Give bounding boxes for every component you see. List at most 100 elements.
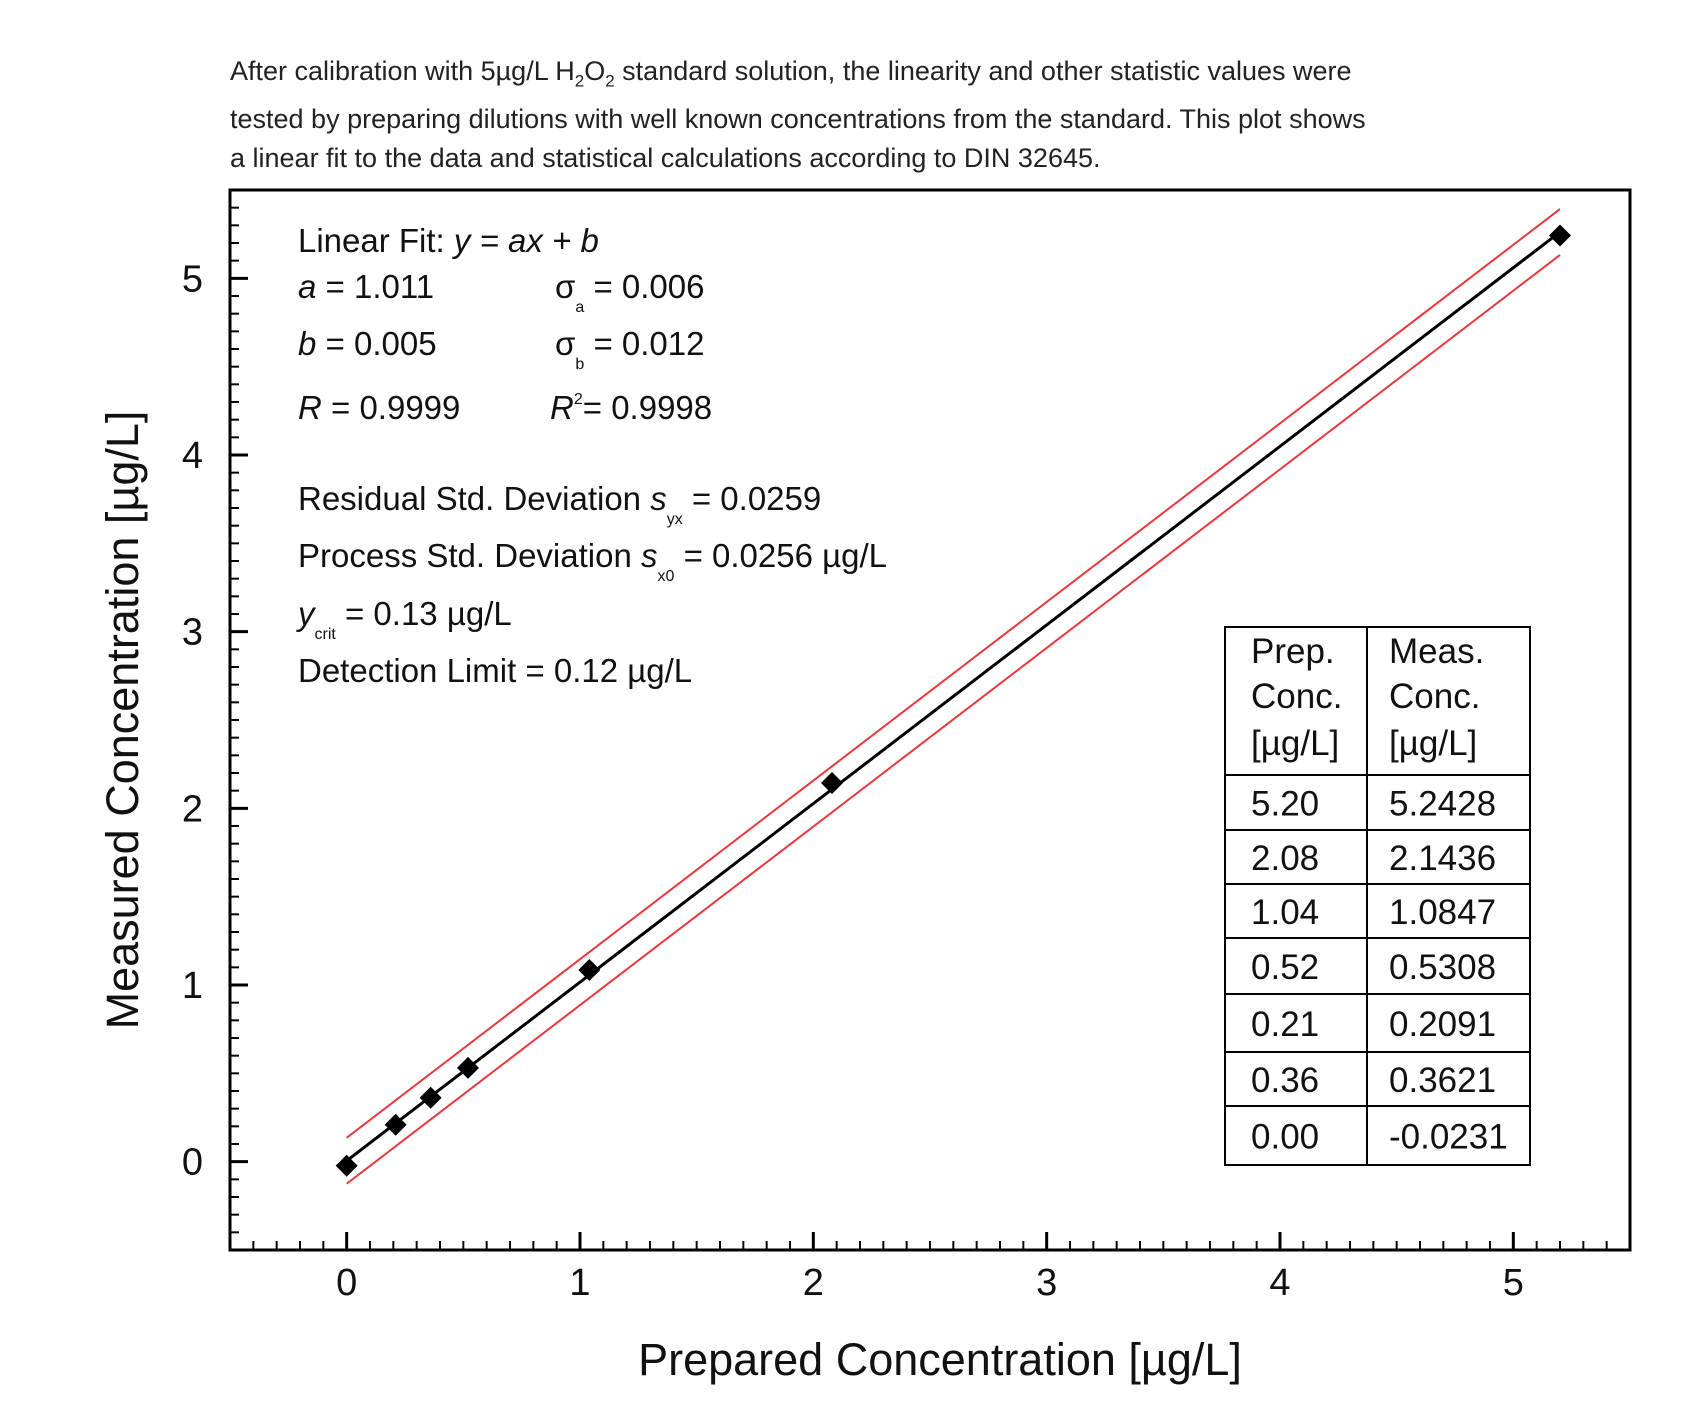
r2-value: = 0.9998 <box>583 389 712 426</box>
process-s-symbol: s <box>641 537 658 574</box>
y-tick-label: 0 <box>182 1142 203 1184</box>
sigma-b-symbol: σ <box>555 325 575 362</box>
table-cell-prepared: 1.04 <box>1251 893 1319 932</box>
ycrit-value: = 0.13 µg/L <box>336 595 512 632</box>
table-header-col1-line3: [µg/L] <box>1251 724 1339 763</box>
y-axis-ticks <box>230 206 248 1234</box>
data-point <box>578 959 601 982</box>
table-cell-measured: 1.0847 <box>1389 893 1496 932</box>
residual-std-deviation: Residual Std. Deviation syx = 0.0259 <box>298 480 821 528</box>
sigma-b-subscript: b <box>575 356 584 373</box>
ycrit-symbol: y <box>296 595 317 632</box>
caption-line-1-part-b: O <box>584 56 606 86</box>
caption-o2-subscript: 2 <box>605 71 615 91</box>
caption-h2-subscript: 2 <box>574 71 585 91</box>
sigma-a-stat: σa = 0.006 <box>555 268 704 316</box>
y-tick-label: 3 <box>182 612 203 654</box>
slope-value: = 1.011 <box>316 268 434 305</box>
y-tick-label: 4 <box>182 435 203 477</box>
slope-stat: a = 1.011 <box>298 268 434 305</box>
data-point <box>1549 224 1571 247</box>
table-row-dividers <box>1225 829 1530 1107</box>
r-symbol: R <box>298 389 322 426</box>
caption-line-1: After calibration with 5µg/L H2O2 standa… <box>230 52 1570 100</box>
table-cell-prepared: 0.36 <box>1251 1061 1319 1100</box>
fit-label: Linear Fit: <box>298 222 454 259</box>
data-point <box>419 1086 442 1109</box>
table-header-col2-line3: [µg/L] <box>1389 724 1477 763</box>
sigma-a-symbol: σ <box>555 268 575 305</box>
sigma-a-subscript: a <box>575 299 584 316</box>
y-crit-stat: ycrit = 0.13 µg/L <box>296 595 512 643</box>
residual-subscript: yx <box>667 511 683 528</box>
y-tick-label: 2 <box>182 788 203 830</box>
table-cell-measured: 0.3621 <box>1389 1061 1496 1100</box>
table-cell-measured: 0.5308 <box>1389 948 1496 987</box>
data-point <box>335 1154 358 1177</box>
table-cells: 5.20 5.2428 2.08 2.1436 1.04 1.0847 0.52 0.5308… <box>1251 785 1508 1157</box>
chart-caption: After calibration with 5µg/L H2O2 standa… <box>230 52 1570 178</box>
table-cell-measured: 0.2091 <box>1389 1005 1496 1044</box>
data-point <box>457 1056 479 1079</box>
x-tick-label: 0 <box>336 1262 357 1304</box>
sigma-a-value: = 0.006 <box>584 268 704 305</box>
data-points <box>335 224 1571 1177</box>
r2-symbol: R <box>550 389 574 426</box>
table-cell-measured: 5.2428 <box>1389 785 1496 824</box>
upper-confidence-band <box>346 208 1561 1139</box>
x-axis-ticks <box>252 1232 1608 1250</box>
intercept-value: = 0.005 <box>316 325 436 362</box>
table-cell-prepared: 0.00 <box>1251 1118 1319 1157</box>
data-table: Prep. Conc. [µg/L] Meas. Conc. [µg/L] 5.… <box>1224 626 1531 1166</box>
lower-confidence-band <box>346 254 1561 1185</box>
r-squared-stat: R2= 0.9998 <box>550 389 712 426</box>
table-header-col1-line1: Prep. <box>1251 632 1335 671</box>
data-point <box>821 771 843 794</box>
table-cell-prepared: 2.08 <box>1251 839 1319 878</box>
table-cell-prepared: 0.52 <box>1251 948 1319 987</box>
y-tick-label: 1 <box>182 965 203 1007</box>
process-std-deviation: Process Std. Deviation sx0 = 0.0256 µg/L <box>298 537 887 585</box>
caption-line-2: tested by preparing dilutions with well … <box>230 104 1366 135</box>
fit-line <box>345 230 1561 1162</box>
r2-superscript: 2 <box>574 391 583 408</box>
ycrit-subscript: crit <box>315 626 337 643</box>
caption-line-3: a linear fit to the data and statistical… <box>230 143 1101 174</box>
table-cell-prepared: 0.21 <box>1251 1005 1319 1044</box>
slope-symbol: a <box>298 268 316 305</box>
sigma-b-value: = 0.012 <box>584 325 704 362</box>
x-axis-tick-labels: 0 1 2 3 4 5 <box>336 1262 1524 1304</box>
process-label: Process Std. Deviation <box>298 537 641 574</box>
table-border <box>1224 626 1531 1166</box>
table-header-col2-line2: Conc. <box>1389 677 1480 716</box>
residual-s-symbol: s <box>650 480 667 517</box>
x-tick-label: 2 <box>803 1262 824 1304</box>
intercept-stat: b = 0.005 <box>298 325 437 362</box>
confidence-bands <box>346 208 1561 1185</box>
data-point <box>384 1113 407 1136</box>
table-header-col2-line1: Meas. <box>1389 632 1484 671</box>
x-tick-label: 5 <box>1503 1262 1524 1304</box>
fit-equation: Linear Fit: y = ax + b <box>298 222 599 259</box>
x-axis-title: Prepared Concentration [µg/L] <box>638 1334 1242 1385</box>
y-tick-label: 5 <box>182 258 203 300</box>
table-cell-measured: -0.0231 <box>1389 1118 1508 1157</box>
x-tick-label: 1 <box>569 1262 590 1304</box>
detection-limit: Detection Limit = 0.12 µg/L <box>298 652 692 689</box>
process-subscript: x0 <box>658 568 675 585</box>
x-tick-label: 4 <box>1269 1262 1290 1304</box>
y-axis-title: Measured Concentration [µg/L] <box>97 411 148 1030</box>
x-tick-label: 3 <box>1036 1262 1057 1304</box>
table-header-col1-line2: Conc. <box>1251 677 1342 716</box>
r-value: = 0.9999 <box>322 389 461 426</box>
intercept-symbol: b <box>298 325 316 362</box>
table-cell-measured: 2.1436 <box>1389 839 1496 878</box>
residual-label: Residual Std. Deviation <box>298 480 650 517</box>
process-value: = 0.0256 µg/L <box>674 537 887 574</box>
caption-line-1-part-c: standard solution, the linearity and oth… <box>614 56 1352 86</box>
caption-line-1-part-a: After calibration with 5µg/L H <box>230 56 575 86</box>
fit-statistics: Linear Fit: y = ax + b a = 1.011 σa = 0.… <box>296 222 887 689</box>
table-cell-prepared: 5.20 <box>1251 785 1319 824</box>
y-axis-tick-labels: 0 1 2 3 4 5 <box>182 258 203 1183</box>
